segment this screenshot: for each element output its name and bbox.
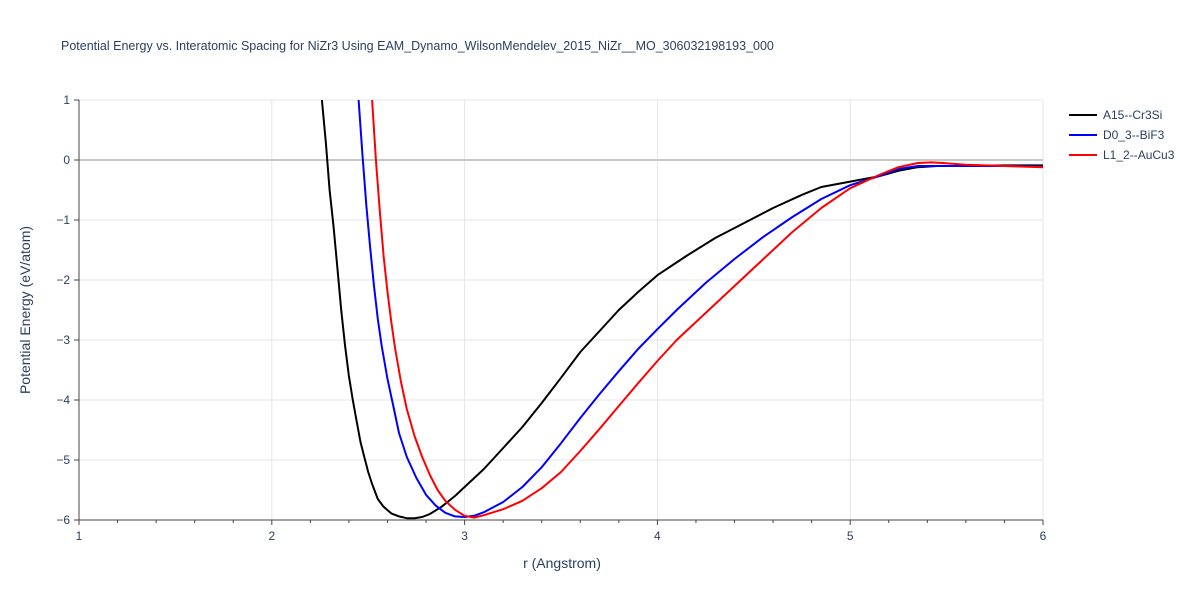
legend-item[interactable]: D0_3--BiF3 <box>1069 128 1165 142</box>
y-tick-label: −5 <box>56 453 70 467</box>
x-axis-title: r (Angstrom) <box>523 555 601 571</box>
x-tick-label: 2 <box>268 529 275 543</box>
y-tick-label: 1 <box>63 93 70 107</box>
series-line-2 <box>371 100 1043 519</box>
axes <box>78 100 1043 521</box>
gridlines <box>79 99 1044 520</box>
y-tick-label: −1 <box>56 213 70 227</box>
x-tick-label: 6 <box>1040 529 1047 543</box>
x-tick-label: 5 <box>847 529 854 543</box>
x-tick-label: 3 <box>461 529 468 543</box>
legend-label: D0_3--BiF3 <box>1103 128 1165 142</box>
legend-label: L1_2--AuCu3 <box>1103 148 1175 162</box>
plot-area <box>320 100 1043 520</box>
y-tick-label: −3 <box>56 333 70 347</box>
chart-title: Potential Energy vs. Interatomic Spacing… <box>61 39 774 53</box>
x-tick-label: 4 <box>654 529 661 543</box>
series-line-0 <box>320 100 1043 520</box>
y-tick-label: 0 <box>63 153 70 167</box>
x-axis-ticks: 1 2 3 4 5 6 <box>76 520 1047 543</box>
x-tick-label: 1 <box>76 529 83 543</box>
y-tick-label: −2 <box>56 273 70 287</box>
y-tick-label: −4 <box>56 393 70 407</box>
legend[interactable]: A15--Cr3Si D0_3--BiF3 L1_2--AuCu3 <box>1069 108 1175 162</box>
legend-item[interactable]: A15--Cr3Si <box>1069 108 1162 122</box>
y-axis-ticks: 1 0 −1 −2 −3 −4 −5 −6 <box>56 93 79 527</box>
series-line-1 <box>357 100 1043 518</box>
legend-item[interactable]: L1_2--AuCu3 <box>1069 148 1175 162</box>
y-axis-title: Potential Energy (eV/atom) <box>17 226 33 394</box>
legend-label: A15--Cr3Si <box>1103 108 1162 122</box>
y-tick-label: −6 <box>56 513 70 527</box>
